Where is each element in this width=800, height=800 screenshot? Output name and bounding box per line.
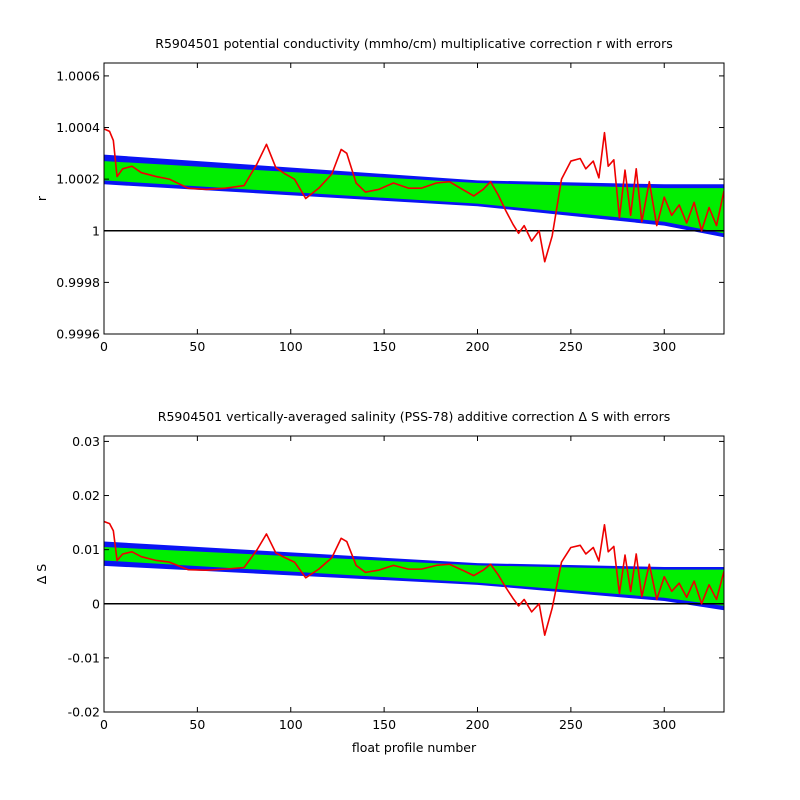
x-tick-label: 300 <box>652 339 676 354</box>
y-tick-label: 1.0002 <box>56 172 100 187</box>
plot-layer-top <box>104 128 724 263</box>
y-tick-label: 0.9998 <box>56 275 100 290</box>
inner-error-band <box>104 546 724 606</box>
chart-title-top: R5904501 potential conductivity (mmho/cm… <box>155 36 672 51</box>
correction-series-line <box>104 128 724 263</box>
y-tick-label: 0.9996 <box>56 327 100 342</box>
ticks-top: 0 50 100 150 200 250 300 0.9996 0.9998 1 1.0002 1.0… <box>56 63 724 354</box>
y-tick-label: 0 <box>92 596 100 611</box>
x-tick-label: 200 <box>466 717 490 732</box>
y-tick-label: 0.01 <box>72 542 100 557</box>
x-tick-label: 150 <box>372 339 396 354</box>
inner-error-band <box>104 161 724 234</box>
x-tick-label: 50 <box>189 717 205 732</box>
y-tick-label: -0.02 <box>68 705 100 720</box>
plot-layer-bottom <box>104 520 724 636</box>
y-tick-label: -0.01 <box>68 650 100 665</box>
y-tick-label: 0.03 <box>72 434 100 449</box>
x-tick-label: 50 <box>189 339 205 354</box>
axes-frame-bottom <box>103 435 725 713</box>
x-tick-label: 300 <box>652 717 676 732</box>
x-axis-label-bottom: float profile number <box>352 740 477 755</box>
y-tick-label: 1.0006 <box>56 68 100 83</box>
y-axis-label-top: r <box>34 195 49 201</box>
x-tick-label: 100 <box>279 717 303 732</box>
plot-area <box>104 128 724 263</box>
y-tick-label: 1 <box>92 223 100 238</box>
x-tick-label: 100 <box>279 339 303 354</box>
plot-panel-bottom: 0 50 100 150 200 250 300 -0.02 -0.01 0 0.01 0.02 0.0… <box>34 409 725 755</box>
axes-frame-top <box>103 62 725 335</box>
x-tick-label: 250 <box>559 339 583 354</box>
ticks-bottom: 0 50 100 150 200 250 300 -0.02 -0.01 0 0.01 0.02 0.0… <box>68 434 724 732</box>
chart-title-bottom: R5904501 vertically-averaged salinity (P… <box>158 409 670 424</box>
correction-series-line <box>104 520 724 636</box>
x-tick-label: 150 <box>372 717 396 732</box>
y-tick-label: 1.0004 <box>56 120 100 135</box>
x-tick-label: 0 <box>100 717 108 732</box>
x-tick-label: 250 <box>559 717 583 732</box>
y-axis-label-bottom: Δ S <box>34 564 49 585</box>
y-tick-label: 0.02 <box>72 488 100 503</box>
plot-area <box>104 520 724 636</box>
x-tick-label: 200 <box>466 339 490 354</box>
x-tick-label: 0 <box>100 339 108 354</box>
